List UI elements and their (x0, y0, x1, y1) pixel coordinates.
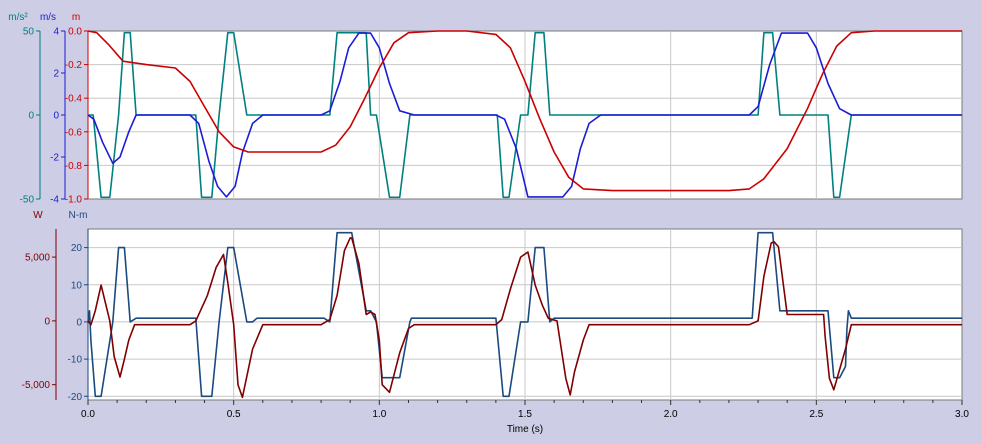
y-tick-label-vel: 2 (53, 69, 59, 80)
y-tick-label-torque: 20 (71, 243, 83, 254)
x-axis-label: Time (s) (507, 424, 543, 435)
y-axis-unit-power: W (33, 210, 43, 221)
y-tick-label-acc: 0 (28, 111, 34, 122)
y-tick-label-torque: -10 (68, 355, 83, 366)
series-line-torque (87, 231, 962, 398)
y-tick-label-vel: 0 (53, 111, 59, 122)
y-tick-label-vel: -4 (50, 195, 59, 206)
y-axis-unit-acc: m/s² (8, 12, 28, 23)
x-tick-label: 2.5 (809, 409, 823, 420)
x-tick-label: 1.0 (372, 409, 386, 420)
y-tick-label-pos: -0.2 (65, 60, 83, 71)
y-tick-label-power: -5,000 (22, 380, 51, 391)
y-tick-label-vel: -2 (50, 153, 59, 164)
y-tick-label-torque: 0 (76, 317, 82, 328)
y-tick-label-pos: -1.0 (65, 195, 83, 206)
y-axis-unit-pos: m (72, 12, 80, 23)
x-tick-label: 1.5 (518, 409, 532, 420)
y-tick-label-torque: 10 (71, 280, 83, 291)
series-line-vel (87, 32, 962, 198)
y-tick-label-acc: -50 (20, 195, 35, 206)
y-tick-label-torque: -20 (68, 392, 83, 403)
y-axis-unit-torque: N-m (69, 210, 88, 221)
time-axis: 0.0 0.5 1.0 1.5 2.0 2.5 3.0 Time (s) (81, 400, 969, 435)
y-tick-label-pos: 0.0 (68, 27, 82, 38)
y-tick-label-vel: 4 (53, 27, 59, 38)
y-tick-label-power: 0 (44, 316, 50, 327)
y-tick-label-pos: -0.8 (65, 161, 83, 172)
y-tick-label-pos: -0.6 (65, 127, 83, 138)
power-torque-plot: W 5,000 0 -5,000 N-m 20 10 0 -10 -20 (22, 210, 963, 403)
y-tick-label-power: 5,000 (25, 253, 50, 264)
series-line-power (87, 237, 962, 399)
motion-plot: m/s² 50 0 -50 m/s 4 2 0 -2 -4 m 0.0 -0.2 -0.4 -0.6 -0.8… (8, 12, 963, 206)
series-line-pos (87, 30, 962, 192)
x-tick-label: 2.0 (664, 409, 678, 420)
y-axis-unit-vel: m/s (40, 12, 56, 23)
y-tick-label-acc: 50 (23, 27, 35, 38)
y-tick-label-pos: -0.4 (65, 94, 83, 105)
x-tick-label: 0.5 (227, 409, 241, 420)
x-tick-label: 3.0 (955, 409, 969, 420)
x-tick-label: 0.0 (81, 409, 95, 420)
